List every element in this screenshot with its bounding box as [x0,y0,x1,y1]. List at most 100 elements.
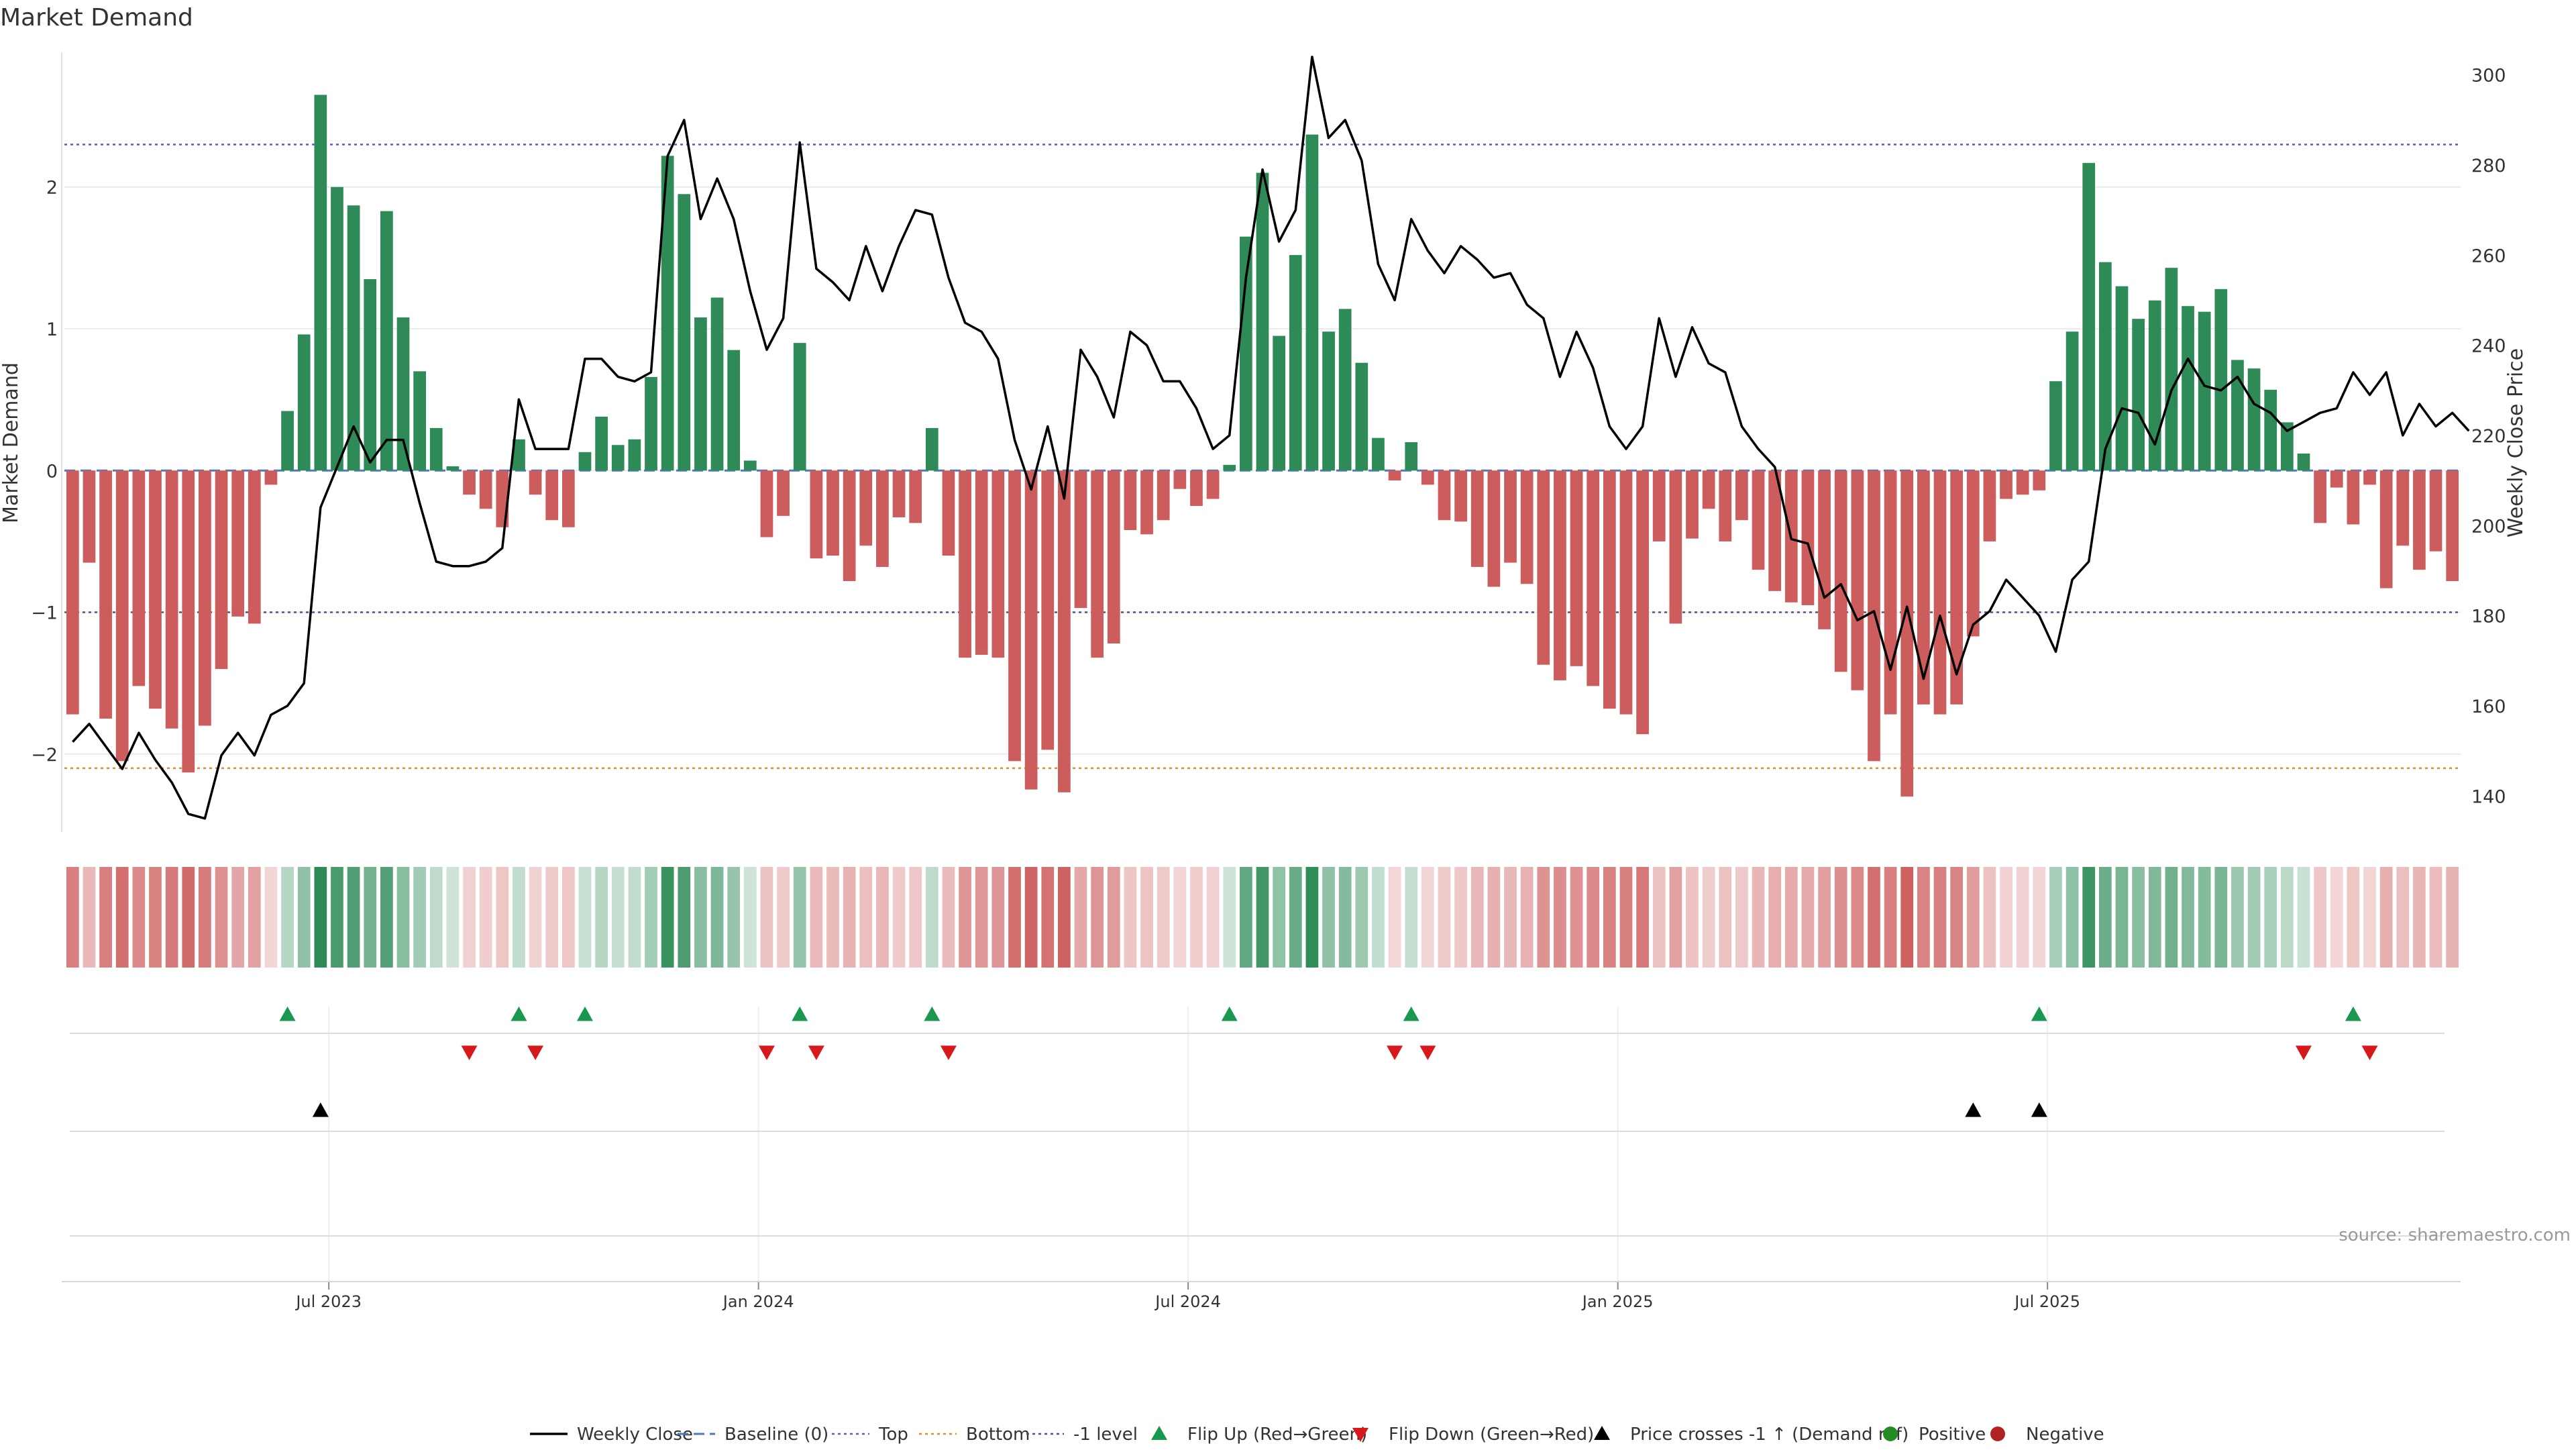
heat-strip-cell [1719,867,1732,968]
heat-strip-cell [314,867,327,968]
heat-strip-cell [199,867,211,968]
flip-down-marker [527,1045,544,1060]
heat-strip-cell [2049,867,2062,968]
demand-bar [1355,362,1368,471]
demand-bar [578,452,592,471]
heat-strip-cell [1570,867,1583,968]
heat-strip-cell [1405,867,1418,968]
demand-bar [2000,470,2012,499]
heat-strip-cell [1933,867,1947,968]
price-cross-marker [2031,1102,2047,1117]
heat-strip-cell [810,867,823,968]
demand-bar [479,470,492,509]
demand-bar [2247,368,2261,471]
y2-tick-label: 240 [2471,336,2506,357]
demand-bar [760,470,773,537]
x-tick-label: Jul 2023 [294,1292,362,1311]
heat-strip-cell [1273,867,1285,968]
demand-bar [1058,470,1071,792]
demand-bar [1587,470,1600,686]
demand-bar [1322,331,1335,471]
demand-bar [115,470,129,762]
flip-up-marker [924,1006,941,1021]
heat-strip-cell [1305,867,1319,968]
heat-strip-cell [1636,867,1649,968]
heat-strip-cell [1868,867,1880,968]
x-tick-label: Jan 2024 [722,1292,794,1311]
heat-strip-cell [413,867,427,968]
demand-bar [165,470,178,729]
flip-up-marker [576,1006,593,1021]
heat-strip-cell [628,867,641,968]
demand-bar [2429,470,2443,552]
demand-bar [2115,286,2129,471]
y2-tick-label: 200 [2471,516,2506,537]
demand-bar [364,279,377,471]
demand-bar [793,343,806,471]
heat-strip-cell [513,867,525,968]
demand-bar [83,470,96,563]
heat-strip-cell [942,867,955,968]
heat-strip-cell [1619,867,1633,968]
heat-strip-cell [364,867,377,968]
demand-bar [1537,470,1550,665]
heat-strip-cell [2446,867,2459,968]
heat-strip-cell [1041,867,1055,968]
demand-bar [1752,470,1765,570]
demand-bar [2214,289,2228,471]
demand-bar [66,470,79,715]
heat-strip-cell [1834,867,1847,968]
demand-bar [2280,422,2294,471]
y-tick-label: −2 [31,745,58,766]
heat-strip-cell [529,867,542,968]
demand-bar [1470,470,1484,567]
heat-strip-cell [1470,867,1484,968]
heat-strip-cell [2347,867,2360,968]
demand-bar [2182,306,2194,471]
demand-bar [215,470,228,670]
flip-down-marker [758,1045,775,1060]
heat-strip-cell [645,867,657,968]
heat-strip-cell [215,867,228,968]
demand-bar [1950,470,1964,705]
heat-strip-cell [463,867,476,968]
heat-strip-cell [99,867,112,968]
demand-bar [1487,470,1501,587]
demand-bar [264,470,278,485]
flip-up-marker [279,1006,296,1021]
heat-strip-cell [1487,867,1501,968]
heat-strip-cell [429,867,443,968]
heat-strip-cell [2396,867,2410,968]
heat-strip-cell [2314,867,2326,968]
source-note: source: sharemaestro.com [2339,1225,2571,1245]
demand-bar [859,470,873,546]
heat-strip-cell [297,867,311,968]
heat-strip-cell [1355,867,1368,968]
demand-bar [1603,470,1616,709]
demand-bar [727,350,741,471]
demand-bar [628,439,641,471]
heat-strip-cell [975,867,988,968]
flip-up-marker [2345,1006,2361,1021]
heat-strip-cell [793,867,806,968]
heat-strip-cell [1140,867,1153,968]
demand-bar [182,470,195,773]
heat-strip-cell [2264,867,2277,968]
legend-label: Positive [1919,1424,1986,1445]
heat-strip-cell [1157,867,1170,968]
demand-bar [2082,162,2096,471]
demand-bar [380,211,393,471]
demand-bar [199,470,211,726]
legend-label: Top [878,1424,908,1445]
heat-strip-cell [165,867,178,968]
heat-strip-cell [859,867,873,968]
demand-bar [843,470,856,582]
heat-strip-cell [479,867,492,968]
y2-tick-label: 140 [2471,786,2506,807]
heat-strip-cell [925,867,938,968]
demand-bar [1173,470,1187,489]
demand-bar [694,317,707,471]
flip-down-marker [940,1045,957,1060]
heat-strip-cell [1438,867,1451,968]
demand-bar [1124,470,1137,530]
